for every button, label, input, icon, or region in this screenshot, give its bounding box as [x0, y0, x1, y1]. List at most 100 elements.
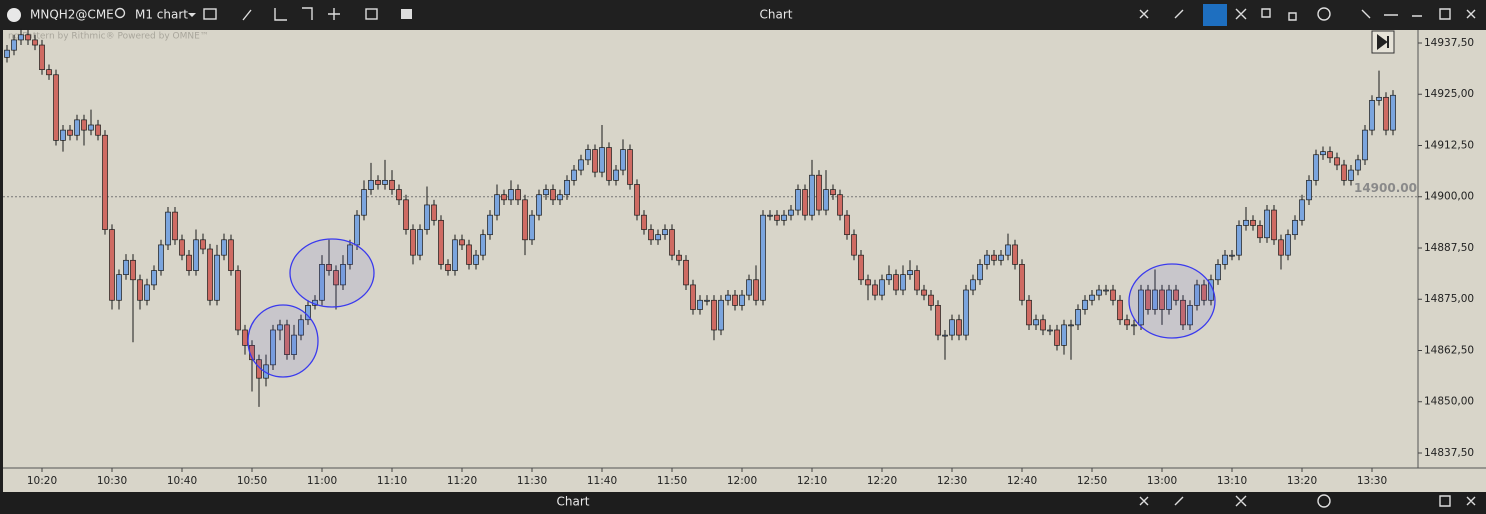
top-toolbar	[0, 0, 1486, 30]
dropdown-icon[interactable]	[188, 13, 196, 17]
candle-body	[515, 189, 521, 201]
candle-body	[1005, 244, 1011, 256]
candle-body	[81, 119, 87, 131]
candle-body	[760, 214, 766, 301]
candle-body	[991, 254, 997, 261]
candle-body	[998, 254, 1004, 261]
candle-body	[1299, 199, 1305, 221]
candle-body	[935, 305, 941, 336]
app-logo[interactable]	[7, 8, 21, 22]
candle-body	[193, 239, 199, 271]
x-tick-label: 12:30	[937, 475, 967, 487]
candle-body	[683, 259, 689, 286]
candle-body	[809, 174, 815, 216]
timeframe[interactable]: M1 chart	[135, 8, 188, 22]
candle-body	[1180, 299, 1186, 326]
plot-area	[3, 30, 1418, 468]
candle-body	[1194, 284, 1200, 306]
candle-body	[277, 324, 283, 331]
candle-body	[1096, 289, 1102, 296]
candle-body	[1229, 254, 1235, 257]
candle-body	[151, 270, 157, 286]
candle-body	[333, 270, 339, 286]
candle-body	[928, 294, 934, 306]
candle-body	[1089, 294, 1095, 301]
candle-body	[1054, 329, 1060, 346]
candle-body	[522, 199, 528, 241]
candle-body	[417, 229, 423, 256]
candle-body	[816, 174, 822, 211]
candle-body	[732, 294, 738, 306]
x-tick-label: 10:20	[27, 475, 57, 487]
x-tick-label: 13:30	[1357, 475, 1387, 487]
chart-marks	[3, 28, 1418, 407]
bottom-controls[interactable]	[1139, 494, 1476, 508]
candle-body	[585, 149, 591, 161]
candle-body	[1320, 151, 1326, 156]
candle-body	[102, 134, 108, 230]
indicators-icon[interactable]	[203, 8, 217, 20]
candle-body	[4, 49, 10, 58]
candle-body	[557, 194, 563, 201]
candle-body	[319, 264, 325, 301]
candle-body	[1131, 324, 1137, 327]
scroll-to-end-icon	[1377, 34, 1389, 50]
tool-icons[interactable]	[242, 7, 340, 21]
candle-body	[599, 147, 605, 173]
candle-body	[865, 279, 871, 286]
candle-body	[326, 264, 332, 271]
x-tick-label: 10:50	[237, 475, 267, 487]
candle-body	[1215, 264, 1221, 281]
candle-body	[1362, 129, 1368, 161]
candle-body	[949, 319, 955, 336]
y-tick-label: 14912,50	[1424, 139, 1474, 151]
screenshot-button[interactable]	[1203, 4, 1227, 26]
candle-body	[109, 229, 115, 301]
candle-body	[165, 211, 171, 246]
candle-body	[578, 159, 584, 171]
candle-body	[725, 294, 731, 301]
candle-body	[641, 214, 647, 230]
candle-body	[655, 234, 661, 241]
pattern-circle	[289, 238, 375, 308]
candle-body	[1075, 309, 1081, 326]
candle-body	[627, 149, 633, 185]
candle-body	[291, 334, 297, 355]
candle-body	[1341, 164, 1347, 181]
candle-body	[347, 244, 353, 265]
candle-body	[620, 149, 626, 171]
candle-body	[1061, 324, 1067, 346]
candle-body	[242, 329, 248, 346]
candle-body	[564, 179, 570, 196]
candle-body	[298, 319, 304, 336]
window-controls[interactable]	[1139, 7, 1476, 21]
layout-icon[interactable]	[365, 8, 378, 20]
candle-body	[1369, 100, 1375, 131]
candle-body	[900, 274, 906, 291]
candle-body	[424, 204, 430, 230]
candle-body	[648, 229, 654, 241]
candle-body	[1173, 289, 1179, 301]
candle-body	[543, 189, 549, 196]
candle-body	[88, 124, 94, 131]
candle-body	[1390, 94, 1396, 131]
candle-body	[669, 229, 675, 256]
candle-body	[1383, 96, 1389, 131]
candle-body	[823, 189, 829, 211]
candle-body	[1159, 289, 1165, 310]
symbol[interactable]: MNQH2@CME	[30, 8, 114, 22]
candle-body	[123, 259, 129, 275]
template-icon[interactable]	[401, 9, 412, 19]
candle-body	[886, 274, 892, 281]
candle-body	[137, 279, 143, 301]
search-icon[interactable]	[114, 7, 126, 19]
candle-body	[396, 189, 402, 201]
candle-body	[837, 194, 843, 216]
candle-body	[872, 284, 878, 296]
candle-body	[340, 264, 346, 286]
candle-body	[795, 189, 801, 211]
candle-body	[1166, 289, 1172, 310]
candle-body	[781, 214, 787, 221]
candle-body	[1278, 239, 1284, 256]
